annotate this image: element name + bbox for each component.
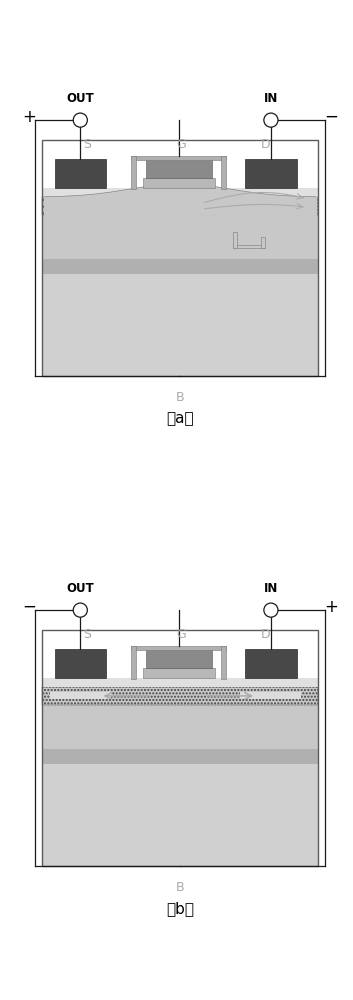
Bar bbox=[233, 232, 237, 248]
Bar bbox=[131, 156, 136, 189]
Bar bbox=[42, 687, 318, 705]
Text: （b）: （b） bbox=[166, 901, 194, 916]
Text: D: D bbox=[261, 628, 270, 641]
Circle shape bbox=[73, 113, 88, 127]
Text: D: D bbox=[261, 138, 270, 151]
Text: S: S bbox=[83, 628, 91, 641]
Text: （a）: （a） bbox=[166, 411, 194, 426]
Bar bbox=[50, 692, 111, 699]
Text: −: − bbox=[22, 598, 36, 616]
Text: IN: IN bbox=[264, 582, 278, 595]
Bar bbox=[240, 202, 301, 209]
Bar bbox=[42, 705, 318, 749]
Bar bbox=[42, 188, 318, 197]
Bar bbox=[42, 140, 318, 376]
Bar bbox=[42, 630, 318, 866]
Bar bbox=[245, 649, 297, 678]
Text: OUT: OUT bbox=[66, 92, 94, 105]
Bar bbox=[42, 764, 318, 866]
Bar bbox=[131, 646, 226, 650]
Bar bbox=[221, 646, 226, 679]
Circle shape bbox=[264, 603, 278, 617]
Text: OUT: OUT bbox=[66, 582, 94, 595]
Bar bbox=[55, 649, 106, 678]
Bar bbox=[131, 156, 226, 160]
Text: −: − bbox=[324, 108, 338, 126]
Bar bbox=[143, 668, 215, 678]
Text: G: G bbox=[176, 138, 186, 151]
Bar bbox=[146, 649, 212, 668]
Text: B: B bbox=[176, 881, 184, 894]
Bar bbox=[42, 197, 318, 215]
Text: IN: IN bbox=[264, 92, 278, 105]
Text: S: S bbox=[83, 138, 91, 151]
Bar bbox=[131, 646, 136, 679]
Bar bbox=[146, 159, 212, 178]
Bar bbox=[42, 678, 318, 687]
Bar bbox=[261, 237, 265, 248]
Bar bbox=[42, 259, 318, 274]
Bar bbox=[55, 159, 106, 188]
Bar bbox=[245, 159, 297, 188]
Bar bbox=[143, 178, 215, 188]
Bar bbox=[42, 215, 318, 259]
Text: +: + bbox=[22, 108, 36, 126]
Bar bbox=[42, 749, 318, 764]
Text: +: + bbox=[324, 598, 338, 616]
Bar bbox=[221, 156, 226, 189]
Bar bbox=[240, 692, 301, 699]
Bar bbox=[50, 202, 111, 209]
Circle shape bbox=[73, 603, 88, 617]
Bar bbox=[42, 274, 318, 376]
Bar bbox=[233, 245, 265, 248]
Circle shape bbox=[264, 113, 278, 127]
Text: B: B bbox=[176, 391, 184, 404]
Text: G: G bbox=[176, 628, 186, 641]
